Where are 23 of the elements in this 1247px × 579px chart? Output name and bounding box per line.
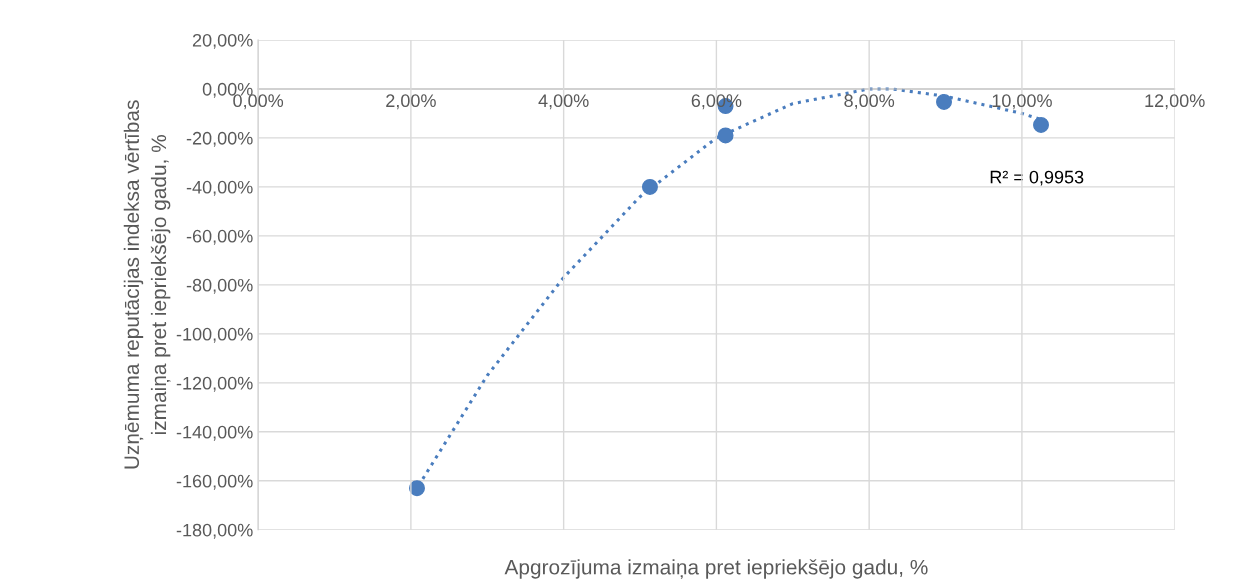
x-tick-label: 4,00% (538, 94, 589, 110)
y-tick-label: -160,00% (176, 474, 253, 490)
x-axis-title: Apgrozījuma izmaiņa pret iepriekšējo gadu, % (504, 559, 928, 579)
point (1033, 116, 1049, 133)
x-tick-label: 2,00% (386, 94, 436, 110)
y-tick-label: -20,00% (186, 131, 253, 147)
x-tick-label: 10,00% (992, 94, 1052, 110)
x-tick-label: 8,00% (844, 94, 895, 110)
y-tick-label: -40,00% (186, 180, 253, 196)
y-tick-label: -180,00% (176, 523, 253, 539)
y-tick-label: -80,00% (186, 278, 253, 294)
point (717, 127, 734, 144)
point (409, 480, 425, 497)
y-tick-label: -100,00% (176, 327, 253, 343)
y-axis-title: Uzņēmuma reputācijas indeksa vērtības izmaiņa pret iepriekšējo gadu, % (123, 100, 171, 469)
point (641, 178, 658, 195)
y-tick-label: 20,00% (192, 33, 253, 49)
y-tick-label: -120,00% (176, 376, 253, 392)
annotation: R² = 0,9953 (990, 170, 1084, 186)
x-tick-label: 12,00% (1145, 94, 1205, 110)
point (936, 93, 952, 110)
y-tick-label: -140,00% (176, 425, 253, 441)
y-tick-label: -60,00% (186, 229, 253, 245)
